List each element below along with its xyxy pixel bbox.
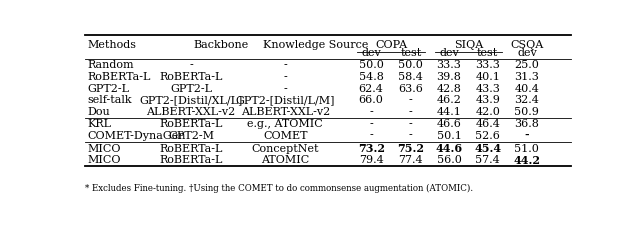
Text: -: -: [409, 131, 413, 141]
Text: Backbone: Backbone: [194, 40, 249, 50]
Text: COMET-DynaGen: COMET-DynaGen: [88, 131, 186, 141]
Text: test: test: [477, 48, 499, 58]
Text: SIQA: SIQA: [454, 40, 483, 50]
Text: GPT2-[Distil/L/M]: GPT2-[Distil/L/M]: [236, 95, 335, 105]
Text: 50.0: 50.0: [398, 60, 423, 70]
Text: test: test: [400, 48, 422, 58]
Text: dev: dev: [361, 48, 381, 58]
Text: GPT2-L: GPT2-L: [170, 84, 212, 94]
Text: KRL: KRL: [88, 119, 111, 129]
Text: ALBERT-XXL-v2: ALBERT-XXL-v2: [147, 107, 236, 117]
Text: 33.3: 33.3: [476, 60, 500, 70]
Text: 51.0: 51.0: [515, 144, 540, 154]
Text: 40.1: 40.1: [476, 72, 500, 82]
Text: RoBERTa-L: RoBERTa-L: [159, 119, 223, 129]
Text: 39.8: 39.8: [436, 72, 461, 82]
Text: dev: dev: [439, 48, 459, 58]
Text: RoBERTa-L: RoBERTa-L: [159, 144, 223, 154]
Text: GPT2-[Distil/XL/L]: GPT2-[Distil/XL/L]: [140, 95, 243, 105]
Text: 32.4: 32.4: [515, 95, 540, 105]
Text: MICO: MICO: [88, 155, 121, 165]
Text: 43.9: 43.9: [476, 95, 500, 105]
Text: Random: Random: [88, 60, 134, 70]
Text: COPA: COPA: [375, 40, 407, 50]
Text: 33.3: 33.3: [436, 60, 461, 70]
Text: dev: dev: [517, 48, 537, 58]
Text: 44.2: 44.2: [513, 155, 540, 166]
Text: ALBERT-XXL-v2: ALBERT-XXL-v2: [241, 107, 330, 117]
Text: self-talk: self-talk: [88, 95, 132, 105]
Text: 44.6: 44.6: [435, 143, 463, 154]
Text: 40.4: 40.4: [515, 84, 540, 94]
Text: 46.4: 46.4: [476, 119, 500, 129]
Text: RoBERTa-L: RoBERTa-L: [88, 72, 151, 82]
Text: 50.1: 50.1: [436, 131, 461, 141]
Text: -: -: [525, 130, 529, 141]
Text: MICO: MICO: [88, 144, 121, 154]
Text: -: -: [189, 60, 193, 70]
Text: 56.0: 56.0: [436, 155, 461, 165]
Text: -: -: [284, 72, 287, 82]
Text: 75.2: 75.2: [397, 143, 424, 154]
Text: -: -: [369, 119, 373, 129]
Text: RoBERTa-L: RoBERTa-L: [159, 72, 223, 82]
Text: ATOMIC: ATOMIC: [261, 155, 310, 165]
Text: -: -: [409, 119, 413, 129]
Text: -: -: [369, 107, 373, 117]
Text: 66.0: 66.0: [358, 95, 383, 105]
Text: * Excludes Fine-tuning. †Using the COMET to do commonsense augmentation (ATOMIC): * Excludes Fine-tuning. †Using the COMET…: [85, 183, 473, 193]
Text: GPT2-M: GPT2-M: [168, 131, 214, 141]
Text: Dou: Dou: [88, 107, 110, 117]
Text: Knowledge Source: Knowledge Source: [263, 40, 368, 50]
Text: 36.8: 36.8: [515, 119, 540, 129]
Text: -: -: [369, 131, 373, 141]
Text: 63.6: 63.6: [398, 84, 423, 94]
Text: RoBERTa-L: RoBERTa-L: [159, 155, 223, 165]
Text: 62.4: 62.4: [358, 84, 383, 94]
Text: 46.6: 46.6: [436, 119, 461, 129]
Text: 73.2: 73.2: [358, 143, 385, 154]
Text: CSQA: CSQA: [510, 40, 543, 50]
Text: Methods: Methods: [88, 40, 136, 50]
Text: 44.1: 44.1: [436, 107, 461, 117]
Text: -: -: [409, 107, 413, 117]
Text: 43.3: 43.3: [476, 84, 500, 94]
Text: 46.2: 46.2: [436, 95, 461, 105]
Text: 54.8: 54.8: [358, 72, 383, 82]
Text: ConceptNet: ConceptNet: [252, 144, 319, 154]
Text: 31.3: 31.3: [515, 72, 540, 82]
Text: e.g., ATOMIC: e.g., ATOMIC: [248, 119, 323, 129]
Text: -: -: [409, 95, 413, 105]
Text: -: -: [284, 84, 287, 94]
Text: 42.8: 42.8: [436, 84, 461, 94]
Text: COMET: COMET: [263, 131, 308, 141]
Text: 79.4: 79.4: [359, 155, 383, 165]
Text: 45.4: 45.4: [474, 143, 501, 154]
Text: 42.0: 42.0: [476, 107, 500, 117]
Text: 57.4: 57.4: [476, 155, 500, 165]
Text: 58.4: 58.4: [398, 72, 423, 82]
Text: 50.0: 50.0: [358, 60, 383, 70]
Text: 52.6: 52.6: [476, 131, 500, 141]
Text: 50.9: 50.9: [515, 107, 540, 117]
Text: -: -: [284, 60, 287, 70]
Text: 25.0: 25.0: [515, 60, 540, 70]
Text: 77.4: 77.4: [399, 155, 423, 165]
Text: GPT2-L: GPT2-L: [88, 84, 129, 94]
